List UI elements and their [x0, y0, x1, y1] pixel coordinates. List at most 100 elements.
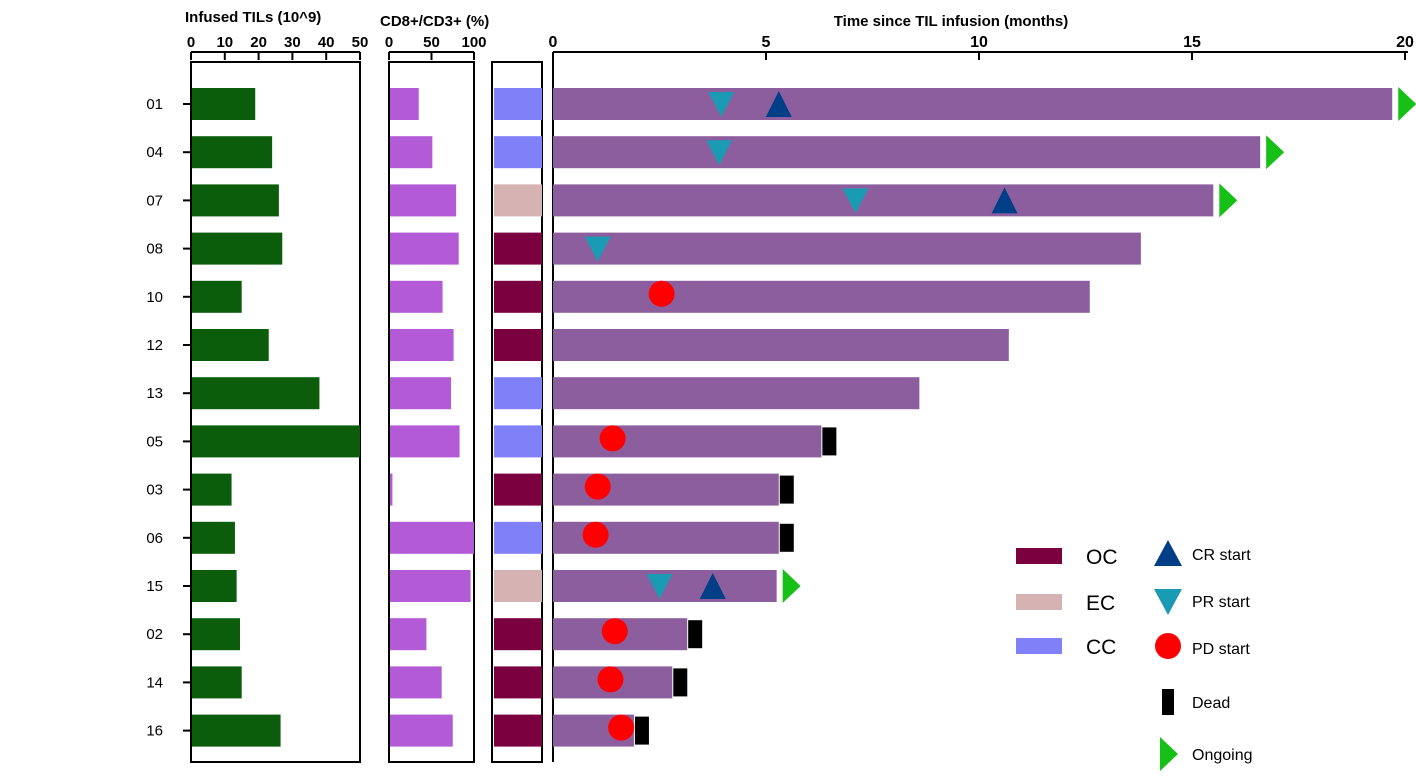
cd8-bar	[390, 425, 460, 458]
pr-start-marker	[584, 236, 611, 262]
legend-label-pd-start: PD start	[1192, 641, 1250, 658]
ongoing-marker	[1398, 87, 1416, 121]
patient-label: 13	[146, 385, 163, 402]
timeline-tick-label: 10	[970, 34, 988, 51]
timeline-title: Time since TIL infusion (months)	[834, 13, 1068, 30]
timeline-tick-label: 20	[1396, 34, 1414, 51]
cd8-bar	[390, 570, 471, 602]
patient-label: 05	[146, 433, 163, 450]
legend-icon-pr-start	[1154, 589, 1182, 615]
cd8-bar	[390, 618, 427, 651]
pd-start-marker	[608, 714, 635, 741]
cancer-type-cell	[494, 570, 542, 602]
cd8-bar	[390, 666, 442, 699]
cr-start-marker	[991, 187, 1018, 214]
ongoing-marker	[1266, 135, 1285, 170]
legend-label-ec: EC	[1086, 592, 1115, 615]
til-bar	[192, 232, 283, 265]
cd8_panel-tick-label: 0	[385, 34, 393, 51]
til-panel-frame	[190, 61, 361, 763]
patient-label: 03	[146, 482, 163, 499]
til_panel-tick-label: 30	[284, 34, 301, 51]
legend-icon-dead	[1162, 689, 1174, 715]
cancer-type-cell	[494, 88, 542, 120]
patient-label: 16	[146, 723, 163, 740]
pr-start-marker	[646, 574, 673, 599]
cancer-type-cell	[494, 329, 542, 361]
legend-label-dead: Dead	[1192, 695, 1230, 712]
til-bar	[192, 184, 279, 217]
til-bar	[192, 136, 273, 169]
cd8-bar	[390, 88, 419, 120]
timeline-tick-label: 0	[549, 34, 558, 51]
cd8-bar	[390, 184, 457, 217]
pr-start-marker	[706, 140, 733, 166]
til-bar	[192, 280, 242, 313]
til-bar	[192, 473, 232, 506]
pd-start-marker	[584, 473, 611, 500]
cd8-bar	[390, 280, 443, 313]
dead-marker	[688, 620, 703, 649]
til-bar	[192, 618, 241, 651]
swimmer-bar	[553, 88, 1393, 120]
cancer-type-cell	[494, 136, 542, 169]
patient-label: 04	[146, 144, 163, 161]
swimmer-bar	[553, 136, 1261, 169]
til_panel-tick-label: 50	[352, 34, 369, 51]
cancer-type-cell	[494, 425, 542, 458]
ongoing-marker	[1219, 183, 1238, 218]
patient-label: 15	[146, 578, 163, 595]
swimmer-bar	[553, 425, 822, 458]
cd8_panel-tick-label: 50	[423, 34, 440, 51]
patient-label: 14	[146, 674, 163, 691]
legend-swatch-oc	[1016, 548, 1062, 564]
legend-label-cc: CC	[1086, 636, 1116, 659]
cd8-bar	[390, 473, 393, 506]
cancer-type-cell	[494, 666, 542, 699]
pr-start-marker	[842, 188, 869, 214]
til-bar	[192, 714, 281, 747]
cancer-type-cell	[494, 184, 542, 217]
swimmer-bar	[553, 232, 1141, 265]
patient-label: 06	[146, 530, 163, 547]
til-bar	[192, 666, 242, 699]
legend-swatch-ec	[1016, 594, 1062, 610]
patient-label: 01	[146, 96, 163, 113]
pd-start-marker	[582, 521, 609, 548]
legend-label-ongoing: Ongoing	[1192, 747, 1253, 764]
cancer-type-cell	[494, 618, 542, 651]
swimmer-bar	[553, 329, 1009, 361]
dead-marker	[673, 668, 688, 697]
ongoing-marker	[782, 569, 801, 603]
cd8_panel-tick-label: 100	[461, 34, 486, 51]
til-panel-title: Infused TILs (10^9)	[185, 9, 321, 26]
legend-icon-cr-start	[1154, 540, 1182, 566]
cancer-type-cell	[494, 377, 542, 410]
til-bar	[192, 570, 237, 602]
til-bar	[192, 377, 320, 410]
cd8-bar	[390, 232, 459, 265]
dead-marker	[634, 716, 649, 745]
cancer-type-cell	[494, 280, 542, 313]
dead-marker	[779, 523, 794, 552]
cr-start-marker	[765, 91, 792, 117]
pr-start-marker	[708, 92, 735, 117]
til-bar	[192, 521, 235, 554]
til-bar	[192, 425, 360, 458]
swimmer-bar	[553, 377, 920, 410]
legend-icon-ongoing	[1160, 737, 1178, 771]
cr-start-marker	[699, 573, 726, 599]
cancer-type-cell	[494, 521, 542, 554]
cd8-panel-frame	[388, 61, 475, 763]
legend-label-pr-start: PR start	[1192, 594, 1250, 611]
cd8-panel-title: CD8+/CD3+ (%)	[380, 13, 489, 30]
patient-label: 02	[146, 626, 163, 643]
til_panel-tick-label: 20	[250, 34, 267, 51]
patient-label: 10	[146, 289, 163, 306]
pd-start-marker	[599, 425, 626, 452]
swimmer-bar	[553, 280, 1090, 313]
cd8-bar	[390, 136, 433, 169]
swimmer-bar	[553, 184, 1214, 217]
til-bar	[192, 329, 269, 361]
